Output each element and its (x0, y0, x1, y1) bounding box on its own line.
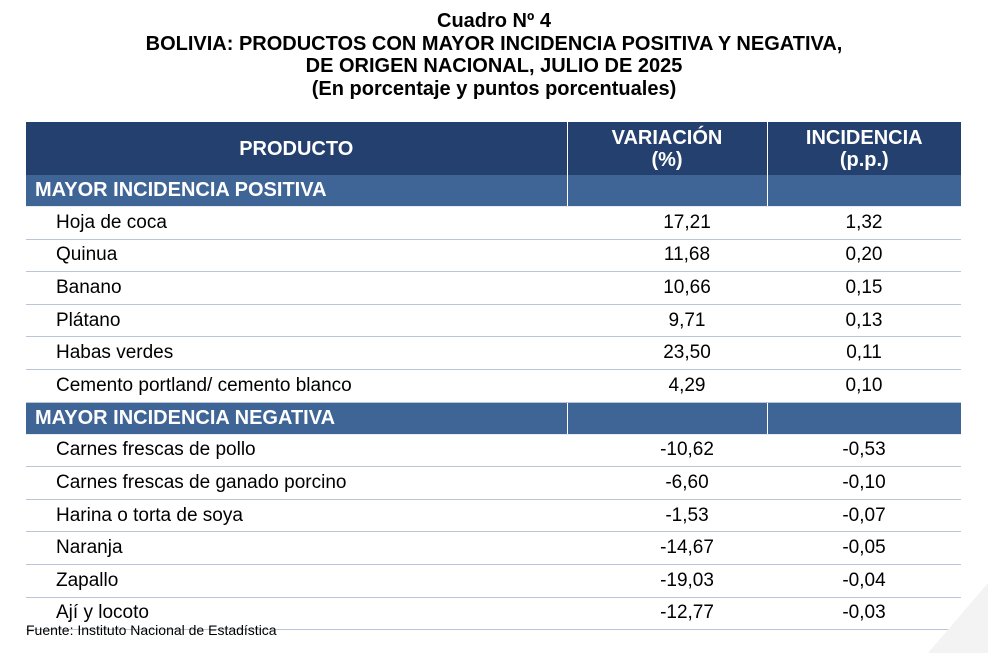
producto-cell: Habas verdes (26, 336, 567, 370)
incidencia-cell: 0,15 (767, 271, 961, 305)
producto-cell: Hoja de coca (26, 206, 567, 240)
variacion-cell: 10,66 (567, 271, 767, 305)
title-line-2: BOLIVIA: PRODUCTOS CON MAYOR INCIDENCIA … (145, 32, 843, 55)
table-row: Carnes frescas de pollo -10,62 -0,53 (26, 434, 961, 468)
header-incidencia-line1: INCIDENCIA (805, 126, 923, 149)
section-blank-cell (767, 402, 961, 435)
incidencia-cell: 0,20 (767, 239, 961, 273)
section-row-negative: MAYOR INCIDENCIA NEGATIVA (26, 402, 961, 435)
incidencia-cell: -0,07 (767, 499, 961, 533)
header-incidencia-line2: (p.p.) (839, 148, 889, 171)
section-blank-cell (567, 402, 768, 435)
variacion-cell: 9,71 (567, 304, 767, 338)
variacion-cell: -12,77 (567, 597, 767, 631)
table-body: MAYOR INCIDENCIA POSITIVA Hoja de coca 17,… (26, 175, 961, 631)
table-row: Cemento portland/ cemento blanco 4,29 0,10 (26, 369, 961, 403)
incidencia-cell: 0,11 (767, 336, 961, 370)
incidencia-cell: -0,03 (767, 597, 961, 631)
table-row: Habas verdes 23,50 0,11 (26, 336, 961, 370)
incidencia-cell: -0,10 (767, 466, 961, 500)
title-line-4: (En porcentaje y puntos porcentuales) (311, 77, 677, 100)
header-variacion-line2: (%) (651, 148, 683, 171)
producto-cell: Carnes frescas de ganado porcino (26, 466, 567, 500)
table-row: Hoja de coca 17,21 1,32 (26, 206, 961, 240)
section-label: MAYOR INCIDENCIA POSITIVA (26, 175, 568, 207)
table-row: Plátano 9,71 0,13 (26, 304, 961, 338)
header-variacion: VARIACIÓN (%) (567, 122, 768, 175)
producto-cell: Zapallo (26, 564, 567, 598)
producto-cell: Plátano (26, 304, 567, 338)
variacion-cell: 4,29 (567, 369, 767, 403)
table-row: Zapallo -19,03 -0,04 (26, 564, 961, 598)
table-header-row: PRODUCTO VARIACIÓN (%) INCIDENCIA (p.p.) (26, 122, 961, 175)
producto-cell: Quinua (26, 239, 567, 273)
variacion-cell: -14,67 (567, 531, 767, 565)
incidencia-cell: -0,53 (767, 434, 961, 468)
section-blank-cell (767, 175, 961, 207)
source-note: Fuente: Instituto Nacional de Estadístic… (26, 622, 277, 638)
table-row: Naranja -14,67 -0,05 (26, 531, 961, 565)
variacion-cell: -19,03 (567, 564, 767, 598)
incidencia-cell: 0,13 (767, 304, 961, 338)
section-blank-cell (567, 175, 768, 207)
header-variacion-line1: VARIACIÓN (611, 126, 723, 149)
incidencia-cell: 1,32 (767, 206, 961, 240)
section-row-positive: MAYOR INCIDENCIA POSITIVA (26, 175, 961, 207)
section-label: MAYOR INCIDENCIA NEGATIVA (26, 402, 568, 435)
producto-cell: Ají y locoto (26, 597, 567, 631)
table-row: Quinua 11,68 0,20 (26, 239, 961, 273)
producto-cell: Naranja (26, 531, 567, 565)
incidencia-cell: 0,10 (767, 369, 961, 403)
variacion-cell: -6,60 (567, 466, 767, 500)
table-title: Cuadro Nº 4 BOLIVIA: PRODUCTOS CON MAYOR… (0, 10, 988, 100)
title-line-3: DE ORIGEN NACIONAL, JULIO DE 2025 (305, 55, 683, 77)
variacion-cell: 23,50 (567, 336, 767, 370)
variacion-cell: -1,53 (567, 499, 767, 533)
incidencia-cell: -0,04 (767, 564, 961, 598)
table-row: Ají y locoto -12,77 -0,03 (26, 597, 961, 631)
table-row: Carnes frescas de ganado porcino -6,60 -0,… (26, 466, 961, 500)
producto-cell: Cemento portland/ cemento blanco (26, 369, 567, 403)
producto-cell: Harina o torta de soya (26, 499, 567, 533)
title-line-1: Cuadro Nº 4 (437, 10, 551, 32)
variacion-cell: -10,62 (567, 434, 767, 468)
corner-decoration (928, 583, 988, 653)
producto-cell: Banano (26, 271, 567, 305)
header-incidencia: INCIDENCIA (p.p.) (767, 122, 961, 175)
producto-cell: Carnes frescas de pollo (26, 434, 567, 468)
header-producto: PRODUCTO (26, 122, 568, 175)
variacion-cell: 11,68 (567, 239, 767, 273)
incidencia-cell: -0,05 (767, 531, 961, 565)
table-row: Harina o torta de soya -1,53 -0,07 (26, 499, 961, 533)
incidence-table: PRODUCTO VARIACIÓN (%) INCIDENCIA (p.p.)… (26, 122, 961, 631)
table-row: Banano 10,66 0,15 (26, 271, 961, 305)
variacion-cell: 17,21 (567, 206, 767, 240)
